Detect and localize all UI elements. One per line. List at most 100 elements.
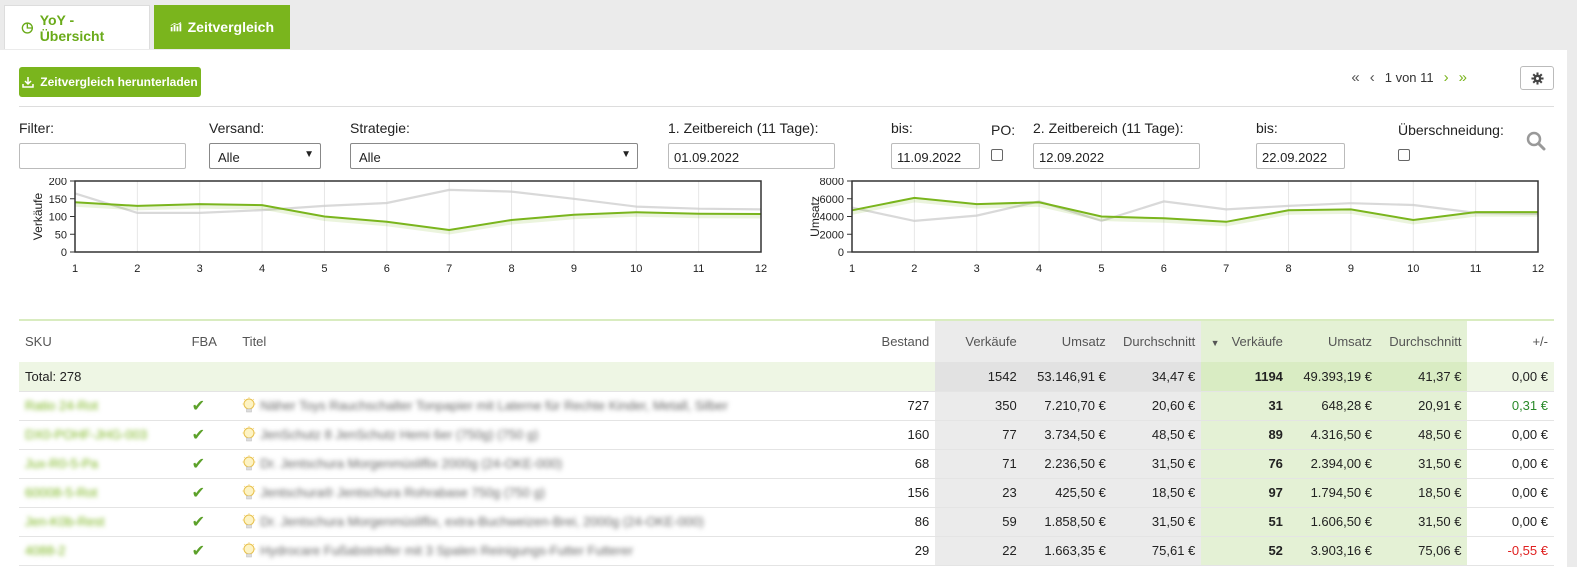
sku-text[interactable]: Jen-K0b-Rest bbox=[25, 514, 105, 529]
sku-text[interactable]: 4088-2 bbox=[25, 543, 66, 558]
chart-y-tick: 4000 bbox=[820, 212, 844, 224]
chart-series-line bbox=[851, 200, 1539, 223]
first-page-icon[interactable]: « bbox=[1351, 69, 1360, 86]
versand-select[interactable]: Alle ▼ bbox=[209, 143, 321, 169]
col-bestand[interactable]: Bestand bbox=[733, 319, 936, 362]
col-titel[interactable]: Titel bbox=[236, 319, 734, 362]
product-title[interactable]: Jentschura® Jentschura Rohrabase 750g (7… bbox=[260, 485, 546, 500]
tab-yoy-overview[interactable]: YoY - Übersicht bbox=[4, 5, 150, 49]
chart-x-tick: 9 bbox=[571, 263, 577, 275]
col-verkaeufe-1[interactable]: Verkäufe bbox=[935, 319, 1023, 362]
table-row[interactable]: 4088-2 ✔ Hydrocare Fußabstreifer mit 3 Spa… bbox=[19, 536, 1554, 566]
overlap-checkbox[interactable] bbox=[1398, 149, 1410, 161]
col-diff[interactable]: +/- bbox=[1467, 319, 1554, 362]
total-umsatz-2: 49.393,19 € bbox=[1288, 362, 1379, 392]
po-checkbox[interactable] bbox=[991, 149, 1003, 161]
umsatz-2-cell: 1.794,50 € bbox=[1288, 478, 1379, 508]
umsatz-2-cell: 4.316,50 € bbox=[1288, 420, 1379, 450]
verkaeufe-1-cell: 22 bbox=[935, 536, 1023, 566]
range2-from-input[interactable]: 12.09.2022 bbox=[1033, 143, 1200, 169]
filter-input[interactable] bbox=[19, 143, 186, 169]
lightbulb-icon[interactable] bbox=[242, 483, 256, 502]
col-fba[interactable]: FBA bbox=[185, 319, 237, 362]
verkaeufe-1-cell: 71 bbox=[935, 449, 1023, 479]
tab-yoy-label: YoY - Übersicht bbox=[39, 11, 105, 44]
col-umsatz-1[interactable]: Umsatz bbox=[1022, 319, 1112, 362]
chart-x-tick: 8 bbox=[1285, 263, 1291, 275]
chart-x-tick: 5 bbox=[1098, 263, 1104, 275]
range1-to-input[interactable]: 11.09.2022 bbox=[891, 143, 980, 169]
titel-cell: Näher Toys Rauchschalter Tonpapier mit L… bbox=[236, 391, 734, 421]
chart-x-tick: 1 bbox=[72, 263, 78, 275]
chart-x-tick: 2 bbox=[134, 263, 140, 275]
col-umsatz-2[interactable]: Umsatz bbox=[1288, 319, 1379, 362]
table-row[interactable]: Jen-K0b-Rest ✔ Dr. Jentschura Morgenmüslif… bbox=[19, 507, 1554, 537]
diff-cell: 0,00 € bbox=[1467, 449, 1554, 479]
fba-cell: ✔ bbox=[185, 478, 237, 508]
bis1-label: bis: bbox=[891, 120, 913, 136]
sku-text[interactable]: DX0-POHF-JHG-003 bbox=[25, 427, 148, 442]
sku-text[interactable]: Jux-R0-5-Pa bbox=[25, 456, 98, 471]
chart-series-line bbox=[74, 188, 762, 214]
chart-x-tick: 8 bbox=[508, 263, 514, 275]
lightbulb-icon[interactable] bbox=[242, 425, 256, 444]
range2-to-input[interactable]: 22.09.2022 bbox=[1256, 143, 1345, 169]
settings-button[interactable] bbox=[1520, 66, 1554, 90]
sku-link[interactable]: 4088-2 bbox=[19, 536, 186, 566]
col-durchschnitt-1[interactable]: Durchschnitt bbox=[1111, 319, 1202, 362]
last-page-icon[interactable]: » bbox=[1458, 69, 1467, 86]
bestand-cell: 86 bbox=[733, 507, 936, 537]
product-title[interactable]: JenSchutz 8 JenSchutz Hemi 6er (750g) (7… bbox=[260, 427, 539, 442]
table-row[interactable]: DX0-POHF-JHG-003 ✔ JenSchutz 8 JenSchutz H… bbox=[19, 420, 1554, 450]
lightbulb-icon[interactable] bbox=[242, 396, 256, 415]
bar-chart-icon bbox=[170, 21, 182, 32]
chart-x-tick: 3 bbox=[974, 263, 980, 275]
sku-link[interactable]: DX0-POHF-JHG-003 bbox=[19, 420, 186, 450]
lightbulb-icon[interactable] bbox=[242, 541, 256, 560]
chart-x-tick: 12 bbox=[1532, 263, 1544, 275]
durchschnitt-1-cell: 31,50 € bbox=[1111, 449, 1202, 479]
sku-link[interactable]: Jux-R0-5-Pa bbox=[19, 449, 186, 479]
fba-cell: ✔ bbox=[185, 391, 237, 421]
sku-link[interactable]: Ratio 24-Rot bbox=[19, 391, 186, 421]
lightbulb-icon[interactable] bbox=[242, 512, 256, 531]
chart-x-tick: 12 bbox=[755, 263, 767, 275]
range1-from-input[interactable]: 01.09.2022 bbox=[668, 143, 835, 169]
tab-zeitvergleich[interactable]: Zeitvergleich bbox=[154, 5, 290, 49]
strategie-select[interactable]: Alle ▼ bbox=[350, 143, 638, 169]
product-title[interactable]: Näher Toys Rauchschalter Tonpapier mit L… bbox=[260, 398, 728, 413]
col-sku[interactable]: SKU bbox=[19, 319, 186, 362]
col-durchschnitt-2[interactable]: Durchschnitt bbox=[1378, 319, 1468, 362]
download-button[interactable]: Zeitvergleich herunterladen bbox=[19, 67, 201, 97]
download-icon bbox=[22, 77, 35, 88]
next-page-icon[interactable]: › bbox=[1443, 69, 1449, 86]
table-row[interactable]: 60008-5-Rot ✔ Jentschura® Jentschura Rohra… bbox=[19, 478, 1554, 508]
chart-x-tick: 1 bbox=[849, 263, 855, 275]
umsatz-1-cell: 7.210,70 € bbox=[1022, 391, 1112, 421]
chart-y-tick: 0 bbox=[61, 247, 67, 259]
search-icon[interactable] bbox=[1526, 131, 1546, 151]
range2-label: 2. Zeitbereich (11 Tage): bbox=[1033, 120, 1184, 136]
lightbulb-icon[interactable] bbox=[242, 454, 256, 473]
chart-y-tick: 100 bbox=[49, 212, 67, 224]
product-title[interactable]: Hydrocare Fußabstreifer mit 3 Spalen Rei… bbox=[260, 543, 634, 558]
sku-link[interactable]: 60008-5-Rot bbox=[19, 478, 186, 508]
sku-text[interactable]: 60008-5-Rot bbox=[25, 485, 98, 500]
sku-link[interactable]: Jen-K0b-Rest bbox=[19, 507, 186, 537]
sku-text[interactable]: Ratio 24-Rot bbox=[25, 398, 98, 413]
col-verkaeufe-2[interactable]: ▼ Verkäufe bbox=[1201, 319, 1289, 362]
chart-y-tick: 0 bbox=[838, 247, 844, 259]
chart-x-tick: 4 bbox=[1036, 263, 1042, 275]
prev-page-icon[interactable]: ‹ bbox=[1369, 69, 1375, 86]
durchschnitt-2-cell: 31,50 € bbox=[1378, 507, 1468, 537]
diff-cell: 0,00 € bbox=[1467, 478, 1554, 508]
page-indicator: 1 von 11 bbox=[1384, 70, 1434, 85]
strategie-label: Strategie: bbox=[350, 120, 410, 136]
product-title[interactable]: Dr. Jentschura Morgenmüsliflix 2000g (24… bbox=[260, 456, 563, 471]
diff-cell: 0,00 € bbox=[1467, 420, 1554, 450]
chart-x-tick: 11 bbox=[693, 263, 704, 275]
table-row[interactable]: Jux-R0-5-Pa ✔ Dr. Jentschura Morgenmüslifl… bbox=[19, 449, 1554, 479]
product-title[interactable]: Dr. Jentschura Morgenmüsliflix, extra-Bu… bbox=[260, 514, 704, 529]
table-row[interactable]: Ratio 24-Rot ✔ Näher Toys Rauchschalter To… bbox=[19, 391, 1554, 421]
total-durchschnitt-2: 41,37 € bbox=[1378, 362, 1468, 392]
